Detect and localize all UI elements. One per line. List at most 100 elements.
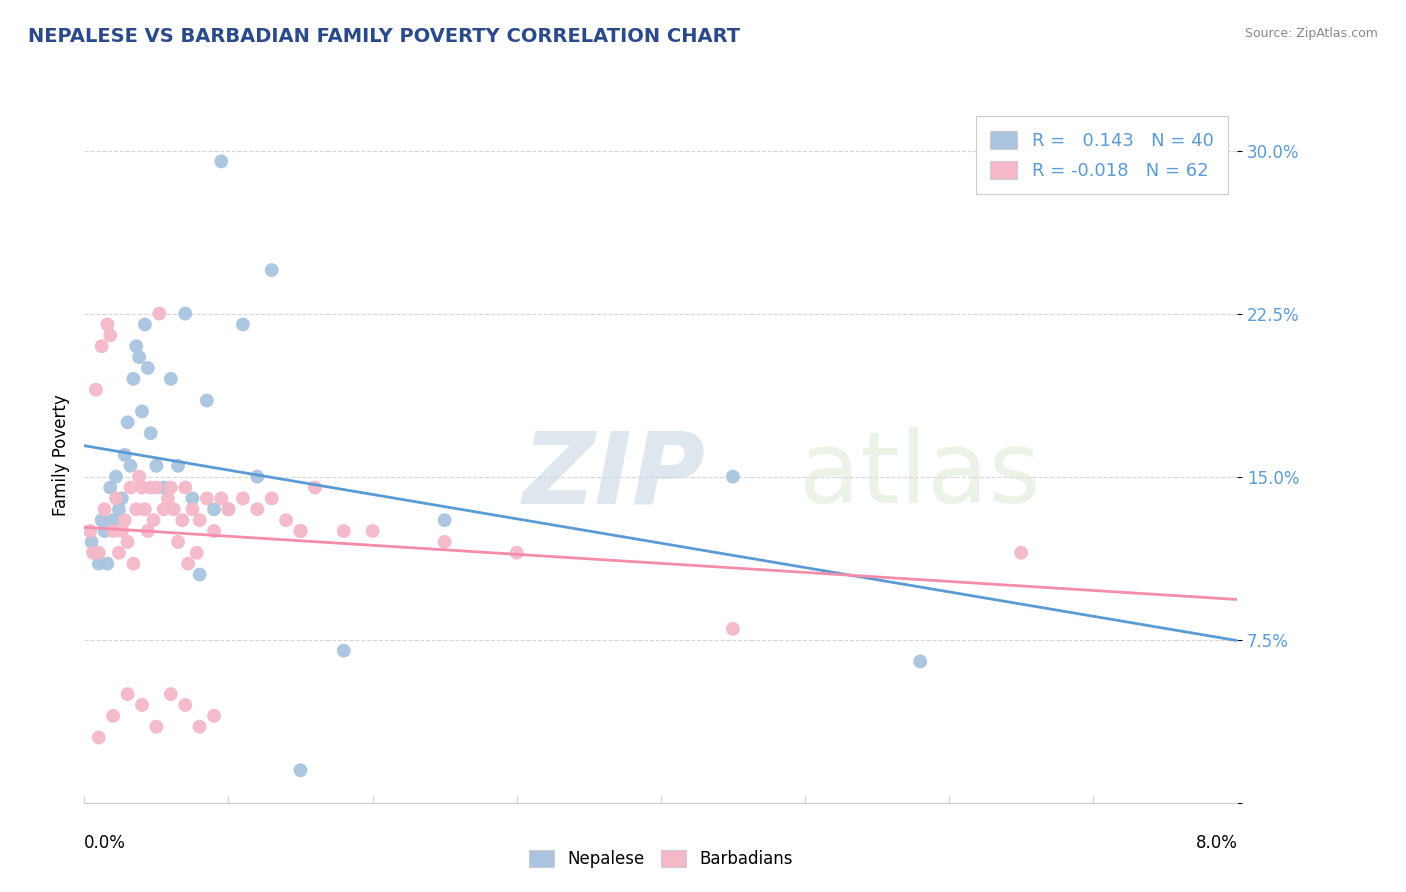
Point bbox=[721, 469, 744, 483]
Point bbox=[167, 458, 190, 473]
Point bbox=[202, 502, 225, 516]
Point bbox=[136, 524, 159, 538]
Point bbox=[218, 502, 240, 516]
Point bbox=[218, 502, 240, 516]
Point bbox=[246, 469, 269, 483]
Point bbox=[506, 546, 529, 560]
Point bbox=[117, 534, 139, 549]
Point bbox=[304, 481, 326, 495]
Point bbox=[721, 622, 744, 636]
Point bbox=[125, 502, 148, 516]
Point bbox=[260, 491, 283, 506]
Text: 8.0%: 8.0% bbox=[1195, 834, 1237, 852]
Point bbox=[131, 404, 153, 418]
Y-axis label: Family Poverty: Family Poverty bbox=[52, 394, 70, 516]
Point bbox=[117, 687, 139, 701]
Point bbox=[105, 469, 128, 483]
Point bbox=[290, 763, 312, 777]
Point bbox=[195, 393, 218, 408]
Text: NEPALESE VS BARBADIAN FAMILY POVERTY CORRELATION CHART: NEPALESE VS BARBADIAN FAMILY POVERTY COR… bbox=[28, 27, 740, 45]
Point bbox=[152, 502, 174, 516]
Point bbox=[128, 350, 150, 364]
Point bbox=[209, 491, 232, 506]
Legend: Nepalese, Barbadians: Nepalese, Barbadians bbox=[522, 843, 800, 875]
Point bbox=[79, 524, 101, 538]
Point bbox=[80, 534, 103, 549]
Point bbox=[145, 458, 167, 473]
Point bbox=[174, 481, 197, 495]
Point bbox=[93, 524, 115, 538]
Point bbox=[195, 491, 218, 506]
Point bbox=[188, 720, 211, 734]
Point bbox=[98, 328, 121, 343]
Point bbox=[260, 263, 283, 277]
Point bbox=[276, 513, 298, 527]
Point bbox=[114, 513, 136, 527]
Point bbox=[160, 481, 183, 495]
Point bbox=[290, 524, 312, 538]
Point bbox=[111, 524, 134, 538]
Point bbox=[156, 491, 179, 506]
Point bbox=[87, 731, 110, 745]
Point bbox=[125, 339, 148, 353]
Point bbox=[163, 502, 186, 516]
Point bbox=[96, 318, 118, 332]
Point bbox=[145, 481, 167, 495]
Point bbox=[174, 307, 197, 321]
Point bbox=[131, 698, 153, 712]
Point bbox=[134, 318, 156, 332]
Point bbox=[120, 458, 142, 473]
Point bbox=[188, 567, 211, 582]
Point bbox=[209, 154, 232, 169]
Point bbox=[333, 643, 356, 657]
Point bbox=[90, 339, 112, 353]
Point bbox=[160, 687, 183, 701]
Point bbox=[84, 383, 107, 397]
Point bbox=[108, 502, 131, 516]
Point bbox=[96, 557, 118, 571]
Point bbox=[122, 557, 145, 571]
Point bbox=[111, 491, 134, 506]
Point bbox=[90, 513, 112, 527]
Point bbox=[131, 481, 153, 495]
Point bbox=[122, 372, 145, 386]
Point bbox=[103, 708, 124, 723]
Point bbox=[139, 426, 162, 441]
Point bbox=[181, 502, 204, 516]
Point bbox=[361, 524, 384, 538]
Point bbox=[82, 546, 104, 560]
Point bbox=[117, 415, 139, 429]
Point bbox=[232, 491, 254, 506]
Point bbox=[148, 307, 170, 321]
Point bbox=[105, 491, 128, 506]
Point bbox=[172, 513, 194, 527]
Point bbox=[103, 513, 124, 527]
Text: atlas: atlas bbox=[799, 427, 1040, 524]
Point bbox=[145, 720, 167, 734]
Point bbox=[98, 481, 121, 495]
Point bbox=[103, 524, 124, 538]
Point bbox=[188, 513, 211, 527]
Point bbox=[84, 546, 107, 560]
Point bbox=[290, 524, 312, 538]
Point bbox=[114, 448, 136, 462]
Point bbox=[181, 491, 204, 506]
Point bbox=[186, 546, 208, 560]
Point bbox=[108, 546, 131, 560]
Point bbox=[433, 513, 456, 527]
Point bbox=[202, 524, 225, 538]
Point bbox=[333, 524, 356, 538]
Text: ZIP: ZIP bbox=[523, 427, 706, 524]
Text: 0.0%: 0.0% bbox=[84, 834, 127, 852]
Legend: R =   0.143   N = 40, R = -0.018   N = 62: R = 0.143 N = 40, R = -0.018 N = 62 bbox=[976, 116, 1229, 194]
Point bbox=[910, 655, 932, 669]
Point bbox=[174, 698, 197, 712]
Point bbox=[87, 546, 110, 560]
Point bbox=[232, 318, 254, 332]
Point bbox=[87, 557, 110, 571]
Point bbox=[433, 534, 456, 549]
Point bbox=[177, 557, 200, 571]
Point bbox=[1010, 546, 1032, 560]
Point bbox=[142, 513, 165, 527]
Point bbox=[152, 481, 174, 495]
